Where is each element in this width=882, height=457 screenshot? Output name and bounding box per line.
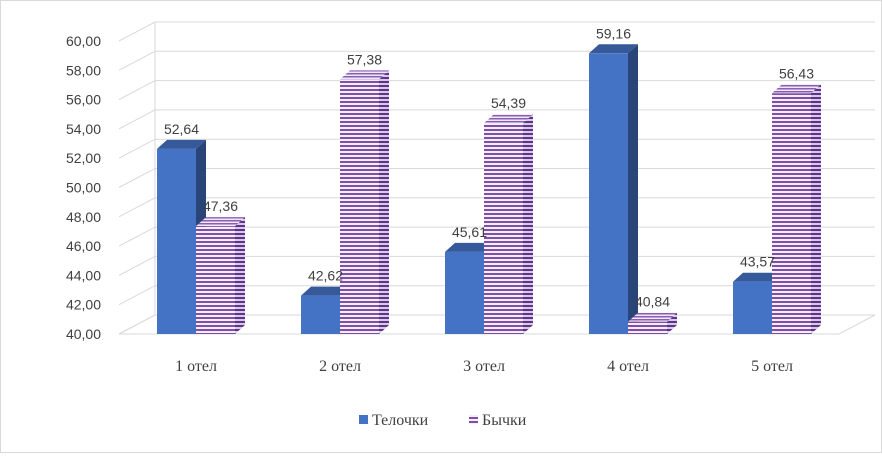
data-label: 54,39 (491, 95, 526, 111)
x-category-label: 3 отел (463, 358, 505, 375)
legend-label: Бычки (482, 412, 527, 429)
y-tick-label: 56,00 (66, 92, 101, 108)
data-labels: 52,64 47,36 42,62 57,38 45,61 54,39 59,16 40,84… (164, 25, 814, 309)
y-tick-label: 58,00 (66, 62, 101, 78)
x-category-label: 5 отел (751, 358, 793, 375)
data-label: 40,84 (635, 294, 670, 310)
y-tick-label: 40,00 (66, 326, 101, 342)
y-tick-label: 46,00 (66, 238, 101, 254)
data-label: 43,57 (740, 254, 775, 270)
y-tick-label: 44,00 (66, 267, 101, 283)
data-label: 52,64 (164, 121, 199, 137)
data-label: 47,36 (203, 198, 238, 214)
data-label: 42,62 (308, 268, 343, 284)
bar-telochki-5 (733, 272, 782, 334)
legend-swatch (469, 415, 478, 424)
x-category-label: 1 отел (175, 358, 217, 375)
y-tick-label: 60,00 (66, 33, 101, 49)
gridline (118, 50, 875, 71)
bar-bychki-3 (484, 114, 533, 335)
legend-item: Телочки (359, 412, 429, 429)
data-label: 57,38 (347, 51, 382, 67)
y-tick-label: 48,00 (66, 209, 101, 225)
bar-bychki-4 (628, 312, 677, 334)
bar-bychki-5 (772, 84, 821, 334)
legend-label: Телочки (372, 412, 429, 429)
y-tick-label: 54,00 (66, 121, 101, 137)
y-tick-label: 50,00 (66, 180, 101, 196)
bar-bychki-2 (340, 70, 389, 335)
legend-item: Бычки (469, 412, 527, 429)
y-axis-ticks: 40,00 42,00 44,00 46,00 48,00 50,00 52,00 54,00… (66, 33, 101, 342)
legend: Телочки Бычки (359, 412, 527, 429)
data-label: 56,43 (779, 65, 814, 81)
x-axis-categories: 1 отел 2 отел 3 отел 4 отел 5 отел (175, 358, 793, 375)
x-category-label: 4 отел (607, 358, 649, 375)
bar-telochki-4 (589, 44, 638, 334)
y-tick-label: 52,00 (66, 150, 101, 166)
data-label: 59,16 (596, 25, 631, 41)
y-tick-label: 42,00 (66, 297, 101, 313)
x-category-label: 2 отел (319, 358, 361, 375)
legend-swatch (359, 415, 368, 424)
gridline (118, 21, 875, 42)
bars (157, 44, 821, 335)
bar-bychki-1 (196, 217, 245, 334)
data-label: 45,61 (452, 224, 487, 240)
